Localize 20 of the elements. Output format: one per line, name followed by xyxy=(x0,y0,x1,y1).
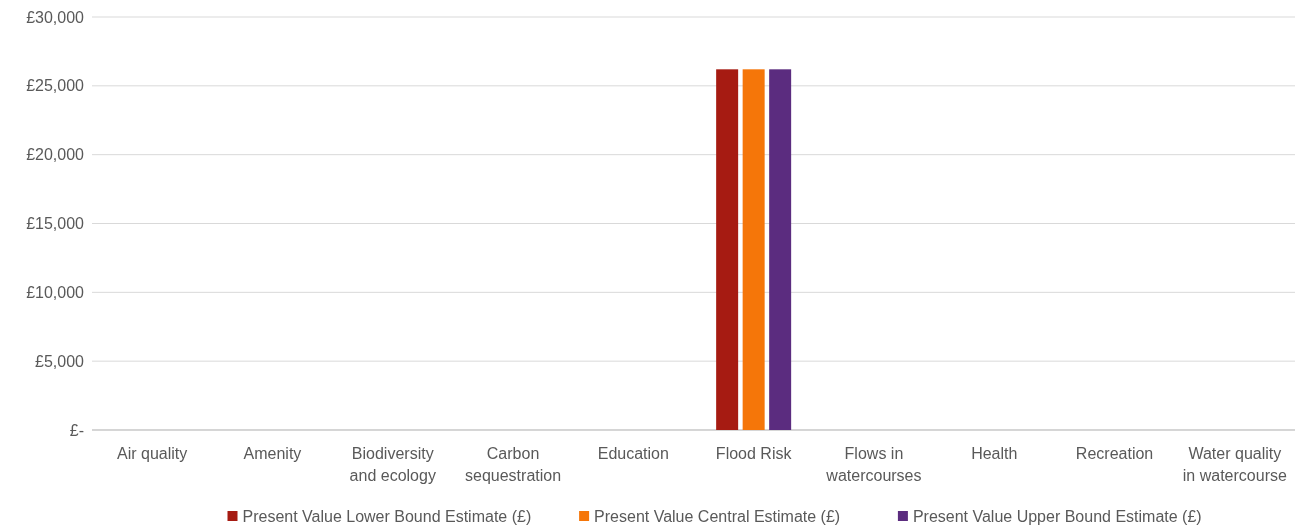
y-tick-label: £10,000 xyxy=(26,283,85,301)
x-tick-label: Education xyxy=(597,445,669,462)
x-tick-label: Carbon sequestration xyxy=(465,445,562,484)
x-tick-label: Amenity xyxy=(243,445,302,462)
y-tick-label: £30,000 xyxy=(26,8,85,26)
y-tick-label: £- xyxy=(69,421,84,439)
x-tick-label: Water quality in watercourse xyxy=(1182,445,1287,484)
x-tick-label: Flood Risk xyxy=(715,445,793,462)
x-tick-label: Biodiversity and ecology xyxy=(349,445,436,484)
y-tick-label: £15,000 xyxy=(26,215,85,233)
x-tick-label: Recreation xyxy=(1075,445,1154,462)
y-tick-label: £25,000 xyxy=(26,77,85,95)
legend-label: Present Value Upper Bound Estimate (£) xyxy=(912,507,1202,525)
legend-label: Present Value Lower Bound Estimate (£) xyxy=(242,507,532,525)
y-tick-label: £20,000 xyxy=(26,146,85,164)
legend-label: Present Value Central Estimate (£) xyxy=(594,507,841,525)
x-tick-label: Air quality xyxy=(117,445,188,462)
x-tick-label: Flows in watercourses xyxy=(825,445,922,484)
x-tick-label: Health xyxy=(971,445,1018,462)
y-tick-label: £5,000 xyxy=(35,352,85,370)
